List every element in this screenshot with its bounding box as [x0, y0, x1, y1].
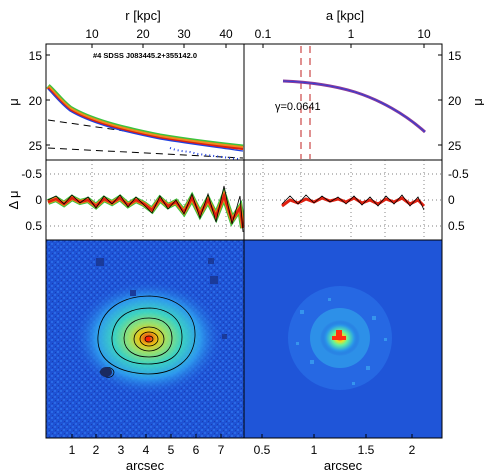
tick-label: -0.5 [448, 167, 469, 181]
tick-label: 0.5 [448, 219, 465, 233]
tick-label: 7 [218, 443, 225, 457]
residual-speckle [296, 298, 387, 385]
bottom-left-tick-labels: 1 2 3 4 5 6 7 [69, 443, 225, 457]
residual-fit-black [281, 194, 425, 211]
tick-label: 1 [348, 27, 355, 41]
tick-label: 0.5 [254, 443, 271, 457]
ylabel-residual: Δ μ [6, 190, 21, 209]
tick-label: 0.1 [255, 27, 272, 41]
xlabel-bottom-right: arcsec [324, 458, 363, 473]
tick-label: 25 [448, 139, 462, 153]
bottom-right-tick-labels: 0.5 1 1.5 2 [254, 443, 416, 457]
panel-residual-left [45, 159, 246, 241]
gamma-label: γ=0.0641 [275, 101, 321, 113]
top-left-tick-labels: 10 20 30 40 [85, 27, 233, 41]
tick-label: 1 [69, 443, 76, 457]
image-residual [243, 239, 443, 439]
panel-residual-right [243, 159, 443, 241]
tick-label: 15 [448, 49, 462, 63]
top-axis-left-label: r [kpc] [125, 8, 160, 23]
residual-y-tick-labels: -0.5 0 0.5 [21, 167, 42, 233]
tick-label: 10 [417, 27, 431, 41]
tick-label: 3 [118, 443, 125, 457]
tick-label: 0 [35, 193, 42, 207]
residual-black [47, 185, 244, 233]
model-points [169, 147, 239, 160]
panel-profile-log: γ=0.0641 [243, 43, 443, 161]
tick-label: 1.5 [358, 443, 375, 457]
tick-label: 15 [29, 49, 43, 63]
tick-label: 2 [409, 443, 416, 457]
tick-label: 5 [168, 443, 175, 457]
tick-label: -0.5 [21, 167, 42, 181]
top-axis-right-label: a [kpc] [326, 8, 364, 23]
tick-label: 0 [448, 193, 455, 207]
tick-label: 30 [177, 27, 191, 41]
top-right-tick-labels: 0.1 1 10 [255, 27, 431, 41]
object-label: #4 SDSS J083445.2+355142.0 [93, 51, 197, 60]
ylabel-profile: μ [6, 98, 21, 106]
tick-label: 25 [29, 139, 43, 153]
ylabel-profile-right: μ [470, 98, 484, 106]
image-galaxy [45, 239, 245, 439]
profile-red [47, 87, 244, 150]
tick-label: 4 [143, 443, 150, 457]
fit-curve-inner [282, 80, 426, 133]
tick-label: 1 [311, 443, 318, 457]
profile-blue-line [47, 88, 244, 152]
residual-right-y-tick-labels: -0.5 0 0.5 [448, 167, 469, 233]
tick-label: 6 [193, 443, 200, 457]
panel-profile: #4 SDSS J083445.2+355142.0 [45, 43, 245, 161]
tick-label: 2 [93, 443, 100, 457]
contours [97, 295, 196, 378]
tick-label: 20 [29, 94, 43, 108]
dashed-component-1 [47, 147, 244, 159]
tick-label: 0.5 [25, 219, 42, 233]
profile-log-y-tick-labels: 15 20 25 [448, 49, 462, 153]
residual-fit-red [281, 196, 426, 208]
tick-label: 10 [85, 27, 99, 41]
tick-label: 20 [136, 27, 150, 41]
xlabel-bottom-left: arcsec [126, 458, 165, 473]
tick-label: 40 [219, 27, 233, 41]
profile-y-tick-labels: 15 20 25 [29, 49, 43, 153]
tick-label: 20 [448, 94, 462, 108]
